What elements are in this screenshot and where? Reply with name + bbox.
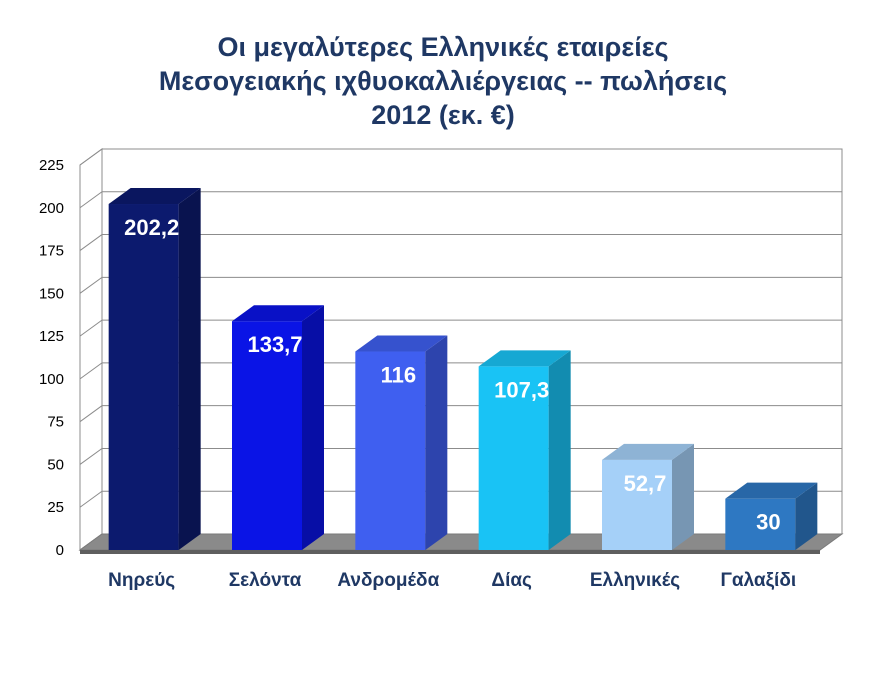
gridline bbox=[79, 362, 842, 380]
side-wall bbox=[79, 148, 103, 551]
bar bbox=[355, 335, 448, 550]
floor-edge bbox=[80, 550, 820, 554]
x-tick-label: Σελόντα bbox=[229, 570, 302, 591]
bar-front bbox=[232, 321, 302, 550]
bar-front bbox=[108, 204, 179, 550]
y-tick-label: 200 bbox=[39, 200, 64, 217]
y-tick-label: 225 bbox=[39, 157, 64, 174]
data-label: 133,7 bbox=[247, 332, 302, 357]
gridline bbox=[79, 276, 842, 294]
gridline bbox=[79, 405, 842, 423]
bar-top bbox=[108, 188, 201, 205]
bar-top bbox=[232, 305, 324, 322]
bar bbox=[602, 443, 694, 550]
bar-front bbox=[355, 351, 426, 550]
gridline bbox=[79, 490, 842, 508]
bar-top bbox=[725, 482, 818, 499]
data-label: 30 bbox=[756, 510, 780, 535]
x-tick-label: Δίας bbox=[491, 570, 532, 591]
bar bbox=[232, 305, 324, 550]
bar-front bbox=[725, 498, 796, 550]
bar bbox=[478, 350, 571, 550]
data-labels: 202,2 133,7 116 107,3 52,7 30 bbox=[124, 215, 780, 535]
gridline bbox=[79, 447, 842, 465]
y-tick-label: 0 bbox=[56, 542, 64, 559]
bar-front bbox=[602, 459, 672, 550]
bar-top bbox=[478, 350, 571, 367]
bar-front bbox=[478, 366, 549, 550]
chart-title-line-1: Οι μεγαλύτερες Ελληνικές εταιρείες bbox=[217, 32, 669, 62]
gridline bbox=[79, 234, 842, 251]
x-axis: Νηρεύς Σελόντα Ανδρομέδα Δίας Ελληνικές Γαλαξ… bbox=[108, 570, 796, 591]
y-tick-label: 50 bbox=[47, 456, 64, 473]
bar-side bbox=[795, 482, 818, 550]
x-tick-label: Νηρεύς bbox=[108, 570, 175, 591]
y-tick-label: 100 bbox=[39, 371, 64, 388]
bars bbox=[108, 188, 818, 550]
gridline bbox=[79, 319, 842, 337]
data-label: 116 bbox=[381, 363, 417, 388]
gridline bbox=[79, 148, 842, 166]
y-tick-label: 150 bbox=[39, 285, 64, 302]
bar-side bbox=[548, 350, 571, 550]
data-label: 107,3 bbox=[494, 377, 549, 402]
x-tick-label: Ανδρομέδα bbox=[337, 570, 439, 591]
back-wall bbox=[101, 148, 843, 535]
data-label: 202,2 bbox=[124, 215, 179, 240]
bar-side bbox=[425, 335, 448, 550]
y-tick-label: 75 bbox=[47, 414, 64, 431]
y-tick-label: 25 bbox=[47, 499, 64, 516]
bar-top bbox=[355, 335, 448, 352]
bar bbox=[725, 482, 818, 550]
bar-side bbox=[178, 188, 201, 550]
chart-title-line-2: Μεσογειακής ιχθυοκαλλιέργειας -- πωλήσει… bbox=[158, 66, 728, 96]
chart-title-line-3: 2012 (εκ. €) bbox=[371, 100, 515, 130]
x-tick-label: Γαλαξίδι bbox=[720, 570, 796, 591]
data-label: 52,7 bbox=[624, 471, 667, 496]
y-tick-label: 175 bbox=[39, 243, 64, 260]
bar-side bbox=[302, 305, 324, 550]
bar-side bbox=[672, 443, 694, 550]
bar bbox=[108, 188, 201, 550]
y-axis: 0 25 50 75 100 125 150 175 200 225 bbox=[39, 157, 81, 559]
x-tick-label: Ελληνικές bbox=[590, 570, 680, 591]
gridline bbox=[79, 191, 842, 209]
y-tick-label: 125 bbox=[39, 328, 64, 345]
bar-top bbox=[602, 443, 694, 460]
